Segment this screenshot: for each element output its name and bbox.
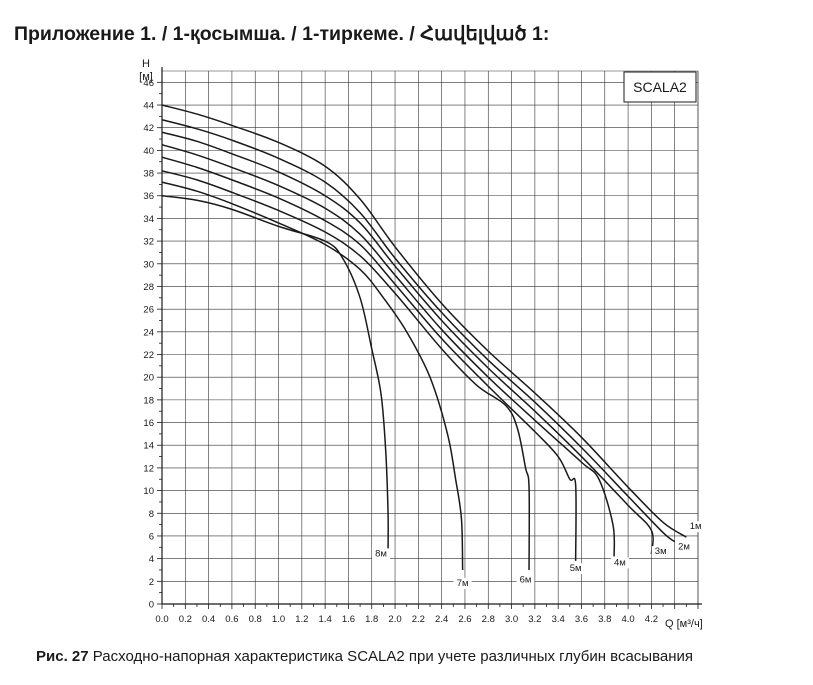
x-tick-label: 0.6 xyxy=(225,614,238,625)
curve-label-bg xyxy=(610,557,629,569)
y-tick-label: 42 xyxy=(143,123,154,134)
curve-3м xyxy=(161,131,654,555)
curve-label: 3м xyxy=(655,546,667,557)
x-tick-label: 4.2 xyxy=(645,614,658,625)
x-tick-label: 1.0 xyxy=(272,614,285,625)
x-tick-label: 2.0 xyxy=(388,614,401,625)
y-tick-label: 28 xyxy=(143,282,154,293)
legend-box: SCALA2 xyxy=(623,71,697,103)
y-tick-label: 22 xyxy=(143,350,154,361)
curve-label: 8м xyxy=(375,548,387,559)
axes: 0246810121416182022242628303234363840424… xyxy=(143,67,702,625)
x-tick-label: 2.6 xyxy=(458,614,471,625)
curve-6м xyxy=(161,170,531,570)
x-tick-label: 3.2 xyxy=(528,614,541,625)
x-tick-label: 0.0 xyxy=(155,614,168,625)
x-tick-label: 3.8 xyxy=(598,614,611,625)
y-tick-label: 4 xyxy=(149,554,154,565)
y-tick-label: 30 xyxy=(143,259,154,270)
y-tick-label: 18 xyxy=(143,395,154,406)
y-tick-label: 12 xyxy=(143,463,154,474)
y-tick-label: 38 xyxy=(143,169,154,180)
legend-box-frame xyxy=(623,71,697,103)
y-tick-label: 16 xyxy=(143,418,154,429)
y-tick-label: 14 xyxy=(143,441,154,452)
curve-label-bg xyxy=(516,574,535,586)
y-tick-label: 10 xyxy=(143,486,154,497)
x-axis-label: Q [м³/ч] xyxy=(665,618,703,630)
x-tick-label: 3.4 xyxy=(552,614,565,625)
x-tick-label: 1.4 xyxy=(319,614,332,625)
curve-label: 2м xyxy=(678,542,690,553)
curve-8м xyxy=(161,194,389,550)
x-tick-label: 4.0 xyxy=(621,614,634,625)
curve-label-bg xyxy=(372,548,391,560)
curve-label-bg xyxy=(675,541,694,553)
x-tick-label: 0.4 xyxy=(202,614,215,625)
y-tick-label: 26 xyxy=(143,305,154,316)
curve-label: 7м xyxy=(457,578,469,589)
curve-label-bg xyxy=(453,577,472,589)
page-heading: Приложение 1. / 1-қосымша. / 1-тиркеме. … xyxy=(14,23,550,45)
curves xyxy=(161,104,687,570)
y-axis-unit: [м] xyxy=(139,71,153,83)
y-tick-label: 24 xyxy=(143,327,154,338)
curve-label-bg xyxy=(686,521,705,533)
y-tick-label: 36 xyxy=(143,191,154,202)
curve-label: 4м xyxy=(614,557,626,568)
x-tick-label: 0.2 xyxy=(179,614,192,625)
x-tick-label: 3.0 xyxy=(505,614,518,625)
curve-2м xyxy=(161,119,676,543)
grid xyxy=(162,70,699,604)
y-tick-label: 20 xyxy=(143,373,154,384)
y-tick-label: 34 xyxy=(143,214,154,225)
curve-label: 6м xyxy=(520,574,532,585)
curve-1м xyxy=(161,104,687,538)
y-tick-label: 0 xyxy=(149,600,154,611)
x-tick-label: 1.8 xyxy=(365,614,378,625)
y-tick-label: 44 xyxy=(143,101,154,112)
curve-label: 1м xyxy=(690,521,702,532)
y-tick-label: 6 xyxy=(149,531,154,542)
y-axis-title: H xyxy=(142,58,150,70)
curve-7м xyxy=(161,181,464,570)
x-tick-label: 1.6 xyxy=(342,614,355,625)
x-tick-label: 2.4 xyxy=(435,614,448,625)
curve-label: 5м xyxy=(570,563,582,574)
y-tick-label: 8 xyxy=(149,509,154,520)
x-tick-label: 0.8 xyxy=(249,614,262,625)
figure-caption-text: Расходно-напорная характеристика SCALA2 … xyxy=(92,648,694,665)
scala2-chart: 0246810121416182022242628303234363840424… xyxy=(139,58,705,630)
legend-box-label: SCALA2 xyxy=(633,79,687,95)
x-tick-label: 2.8 xyxy=(482,614,495,625)
curve-4м xyxy=(161,143,616,557)
y-tick-label: 46 xyxy=(143,78,154,89)
x-tick-label: 3.6 xyxy=(575,614,588,625)
y-tick-label: 32 xyxy=(143,237,154,248)
x-tick-label: 2.2 xyxy=(412,614,425,625)
curve-5м xyxy=(161,156,577,561)
figure-caption-label: Рис. 27 xyxy=(36,648,89,665)
curve-label-bg xyxy=(566,563,585,575)
y-tick-label: 40 xyxy=(143,146,154,157)
y-tick-label: 2 xyxy=(149,577,154,588)
curve-label-bg xyxy=(651,546,670,558)
figure-caption: Рис. 27 Расходно-напорная характеристика… xyxy=(36,648,693,665)
x-tick-label: 1.2 xyxy=(295,614,308,625)
